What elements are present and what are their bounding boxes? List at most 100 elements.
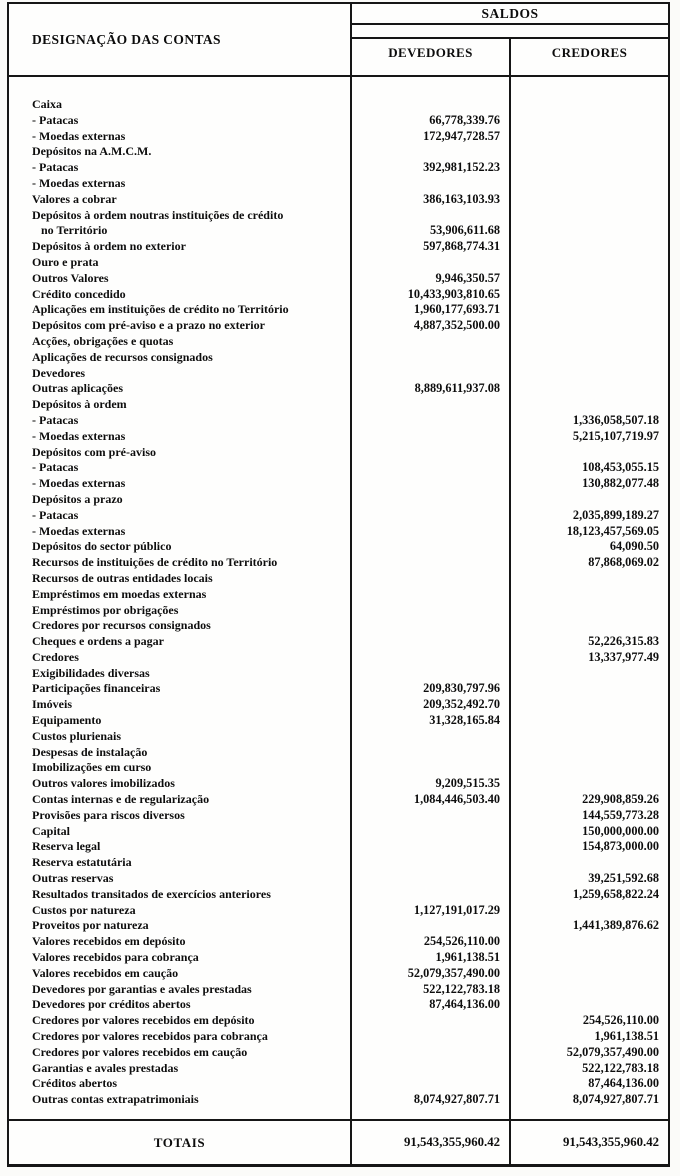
credores-value <box>511 618 668 634</box>
devedores-value: 392,981,152.23 <box>423 160 500 175</box>
credores-value: 13,337,977.49 <box>588 649 659 664</box>
account-label: Resultados transitados de exercícios ant… <box>32 886 271 901</box>
devedores-value <box>352 208 509 224</box>
credores-value: 18,123,457,569.05 <box>566 523 659 538</box>
credores-value <box>511 966 668 982</box>
credores-value: 1,961,138.51 <box>594 1029 659 1044</box>
devedores-value <box>352 539 509 555</box>
account-label: - Patacas <box>32 460 79 475</box>
devedores-value <box>352 650 509 666</box>
devedores-value <box>352 460 509 476</box>
account-label: Valores recebidos em caução <box>32 965 179 980</box>
credores-value <box>511 697 668 713</box>
credores-column: 1,336,058,507.18 5,215,107,719.97 108,453… <box>511 77 668 1119</box>
devedores-value: 1,127,191,017.29 <box>413 902 500 917</box>
credores-header-label: CREDORES <box>551 45 628 60</box>
devedores-value <box>352 429 509 445</box>
devedores-value: 1,961,138.51 <box>435 950 500 965</box>
credores-value: 1,441,389,876.62 <box>572 918 659 933</box>
devedores-value: 1,084,446,503.40 <box>413 792 500 807</box>
devedores-value: 31,328,165.84 <box>429 713 500 728</box>
saldos-subheaders: DEVEDORES CREDORES <box>352 39 668 75</box>
account-label: Depósitos à ordem noutras instituições d… <box>32 207 284 222</box>
account-label: Outros valores imobilizados <box>32 776 175 791</box>
saldos-header-label: SALDOS <box>352 4 668 25</box>
account-label: Valores a cobrar <box>32 191 117 206</box>
devedores-value <box>352 618 509 634</box>
account-label: Despesas de instalação <box>32 744 148 759</box>
devedores-value <box>352 1013 509 1029</box>
devedores-value <box>352 555 509 571</box>
credores-value <box>511 223 668 239</box>
devedores-value <box>352 603 509 619</box>
devedores-value <box>352 855 509 871</box>
account-label: - Patacas <box>32 507 79 522</box>
devedores-value: 8,889,611,937.08 <box>414 381 500 396</box>
account-label: - Patacas <box>32 412 79 427</box>
credores-value: 87,464,136.00 <box>588 1076 659 1091</box>
account-label: Outras reservas <box>32 871 114 886</box>
credores-value <box>511 350 668 366</box>
devedores-value <box>352 413 509 429</box>
devedores-value: 209,352,492.70 <box>423 697 500 712</box>
account-label: Devedores por garantias e avales prestad… <box>32 981 252 996</box>
accounts-body: Caixa - Patacas - Moedas externas Depósitos… <box>9 77 668 1119</box>
account-label: Devedores por créditos abertos <box>32 997 191 1012</box>
credores-value <box>511 334 668 350</box>
account-label: Outras aplicações <box>32 381 123 396</box>
totals-devedores-value: 91,543,355,960.42 <box>352 1121 511 1164</box>
account-label: Imóveis <box>32 697 72 712</box>
credores-value: 5,215,107,719.97 <box>572 428 659 443</box>
account-label: Outras contas extrapatrimoniais <box>32 1092 199 1107</box>
devedores-value <box>352 1061 509 1077</box>
credores-value: 108,453,055.15 <box>582 460 659 475</box>
devedores-value <box>352 839 509 855</box>
devedores-value: 8,074,927,807.71 <box>413 1092 500 1107</box>
devedores-value <box>352 745 509 761</box>
credores-value <box>511 934 668 950</box>
account-label: Depósitos do sector público <box>32 539 172 554</box>
credores-value <box>511 587 668 603</box>
account-label: Caixa <box>32 97 62 111</box>
devedores-value: 66,778,339.76 <box>429 112 500 127</box>
credores-value <box>511 982 668 998</box>
account-label: Acções, obrigações e quotas <box>32 333 174 348</box>
credores-value <box>511 97 668 113</box>
credores-value: 8,074,927,807.71 <box>572 1092 659 1107</box>
account-label: Créditos abertos <box>32 1076 117 1091</box>
credores-value <box>511 997 668 1013</box>
credores-value <box>511 681 668 697</box>
devedores-value: 53,906,611.68 <box>429 223 500 238</box>
credores-value <box>511 950 668 966</box>
account-label: Outros Valores <box>32 270 109 285</box>
credores-value: 1,259,658,822.24 <box>572 886 659 901</box>
account-label: - Patacas <box>32 160 79 175</box>
account-label: Depósitos com pré-aviso e a prazo no ext… <box>32 318 265 333</box>
account-label: Custos plurienais <box>32 728 122 743</box>
account-label: - Moedas externas <box>32 428 126 443</box>
totals-label: TOTAIS <box>9 1121 352 1164</box>
credores-value: 522,122,783.18 <box>582 1060 659 1075</box>
account-label: Cheques e ordens a pagar <box>32 634 165 649</box>
devedores-value <box>352 492 509 508</box>
devedores-header-label: DEVEDORES <box>352 39 511 75</box>
devedores-value <box>352 918 509 934</box>
account-label: Depósitos a prazo <box>32 491 123 506</box>
devedores-value: 87,464,136.00 <box>429 997 500 1012</box>
devedores-value: 522,122,783.18 <box>423 981 500 996</box>
account-label: Depósitos na A.M.C.M. <box>32 144 152 159</box>
devedores-value: 52,079,357,490.00 <box>407 965 500 980</box>
devedores-value <box>352 508 509 524</box>
devedores-value: 1,960,177,693.71 <box>413 302 500 317</box>
account-label: Empréstimos em moedas externas <box>32 586 207 601</box>
devedores-value <box>352 255 509 271</box>
credores-value <box>511 144 668 160</box>
account-label: Valores recebidos em depósito <box>32 934 186 949</box>
devedores-value <box>352 176 509 192</box>
account-label: Aplicações em instituições de crédito no… <box>32 302 289 317</box>
credores-value <box>511 255 668 271</box>
devedores-value <box>352 808 509 824</box>
credores-value <box>511 571 668 587</box>
account-label: Depósitos à ordem no exterior <box>32 239 186 254</box>
account-label: Participações financeiras <box>32 681 161 696</box>
